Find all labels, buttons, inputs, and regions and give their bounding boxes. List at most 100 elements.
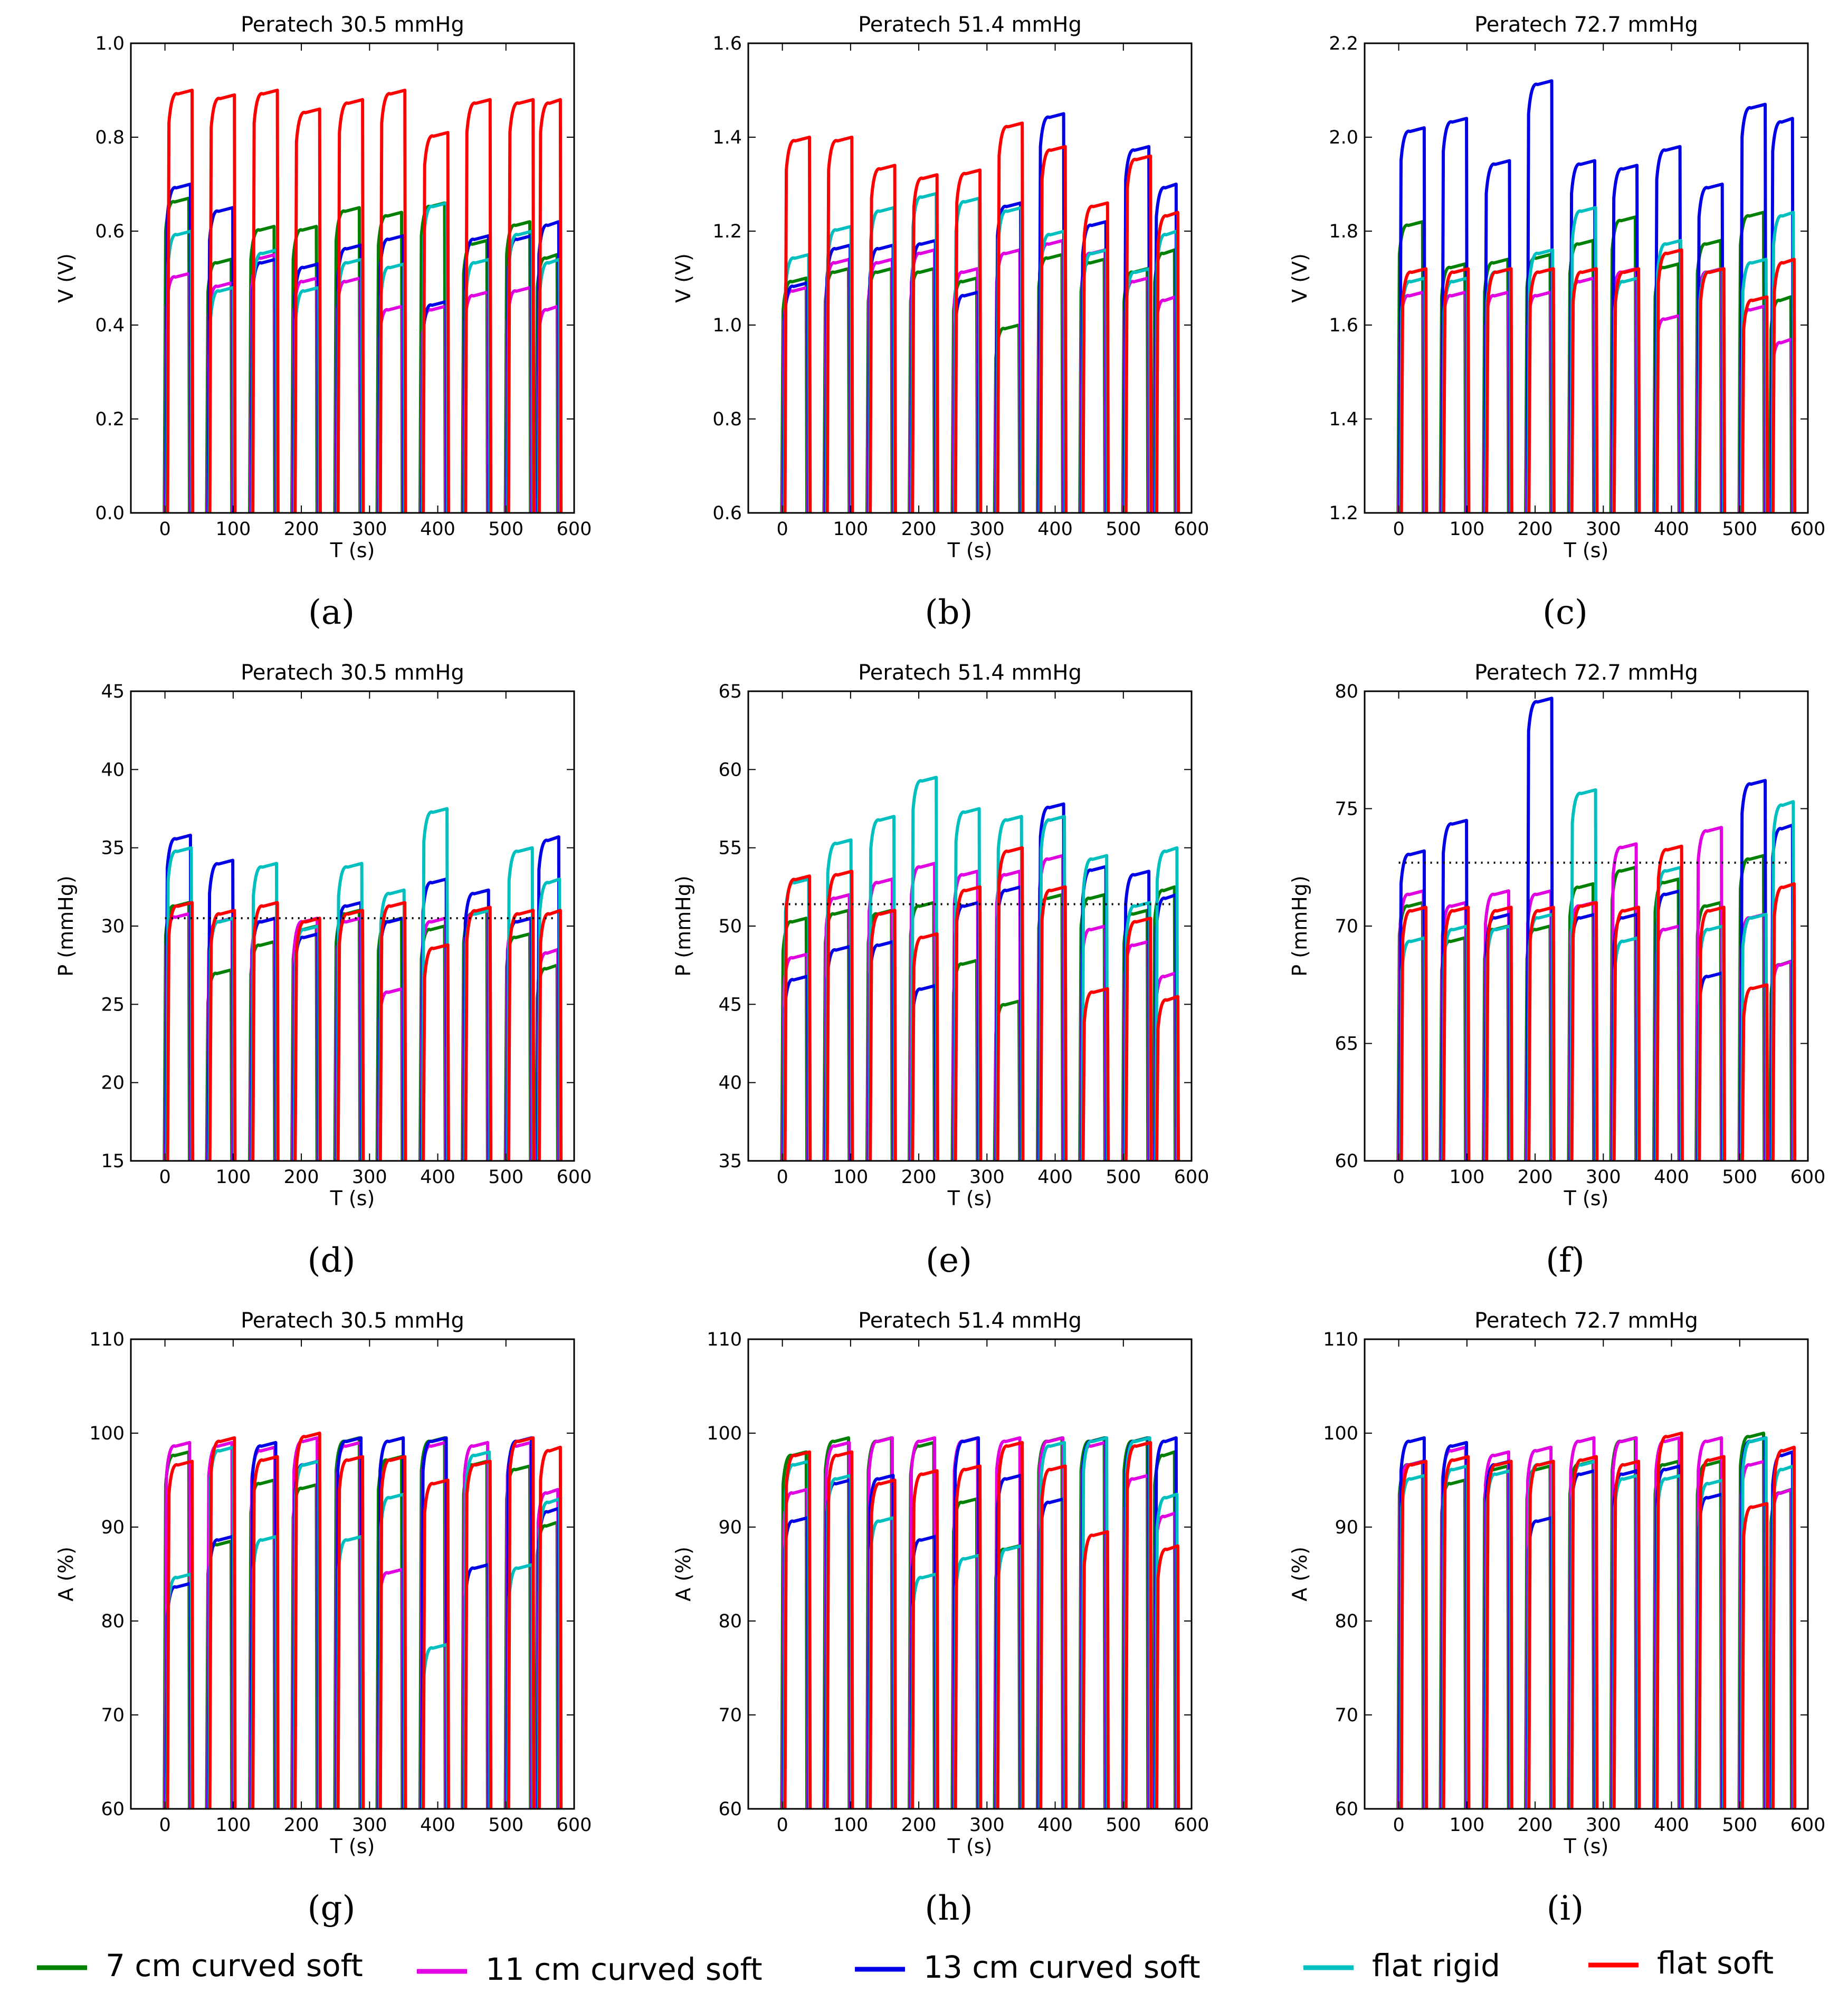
y-tick-label: 110 (707, 1329, 742, 1350)
y-tick-label: 2.2 (1329, 33, 1358, 54)
y-tick-label: 0.6 (712, 503, 742, 524)
x-axis-label: T (s) (1564, 539, 1609, 562)
x-tick-label: 200 (1518, 1167, 1553, 1188)
y-tick-label: 110 (89, 1329, 125, 1350)
y-tick-label: 1.2 (712, 221, 742, 242)
subplot-caption: (c) (1542, 593, 1588, 632)
x-tick-label: 0 (159, 519, 170, 540)
x-tick-label: 100 (833, 1167, 868, 1188)
x-tick-label: 300 (1586, 519, 1621, 540)
y-tick-label: 70 (1335, 1705, 1358, 1726)
subplot-title: Peratech 30.5 mmHg (241, 661, 464, 685)
axes-frame (747, 42, 1193, 514)
subplot-caption: (a) (308, 593, 355, 632)
y-tick-label: 60 (101, 1799, 125, 1820)
x-tick-label: 0 (159, 1167, 170, 1188)
y-axis-label: P (mmHg) (1288, 875, 1311, 976)
y-axis-label: A (%) (1288, 1547, 1311, 1601)
y-axis-label: A (%) (54, 1547, 78, 1601)
x-tick-label: 500 (1106, 519, 1141, 540)
series-line-5 (783, 846, 1180, 1161)
x-tick-label: 400 (1654, 1815, 1689, 1836)
y-tick-label: 60 (718, 759, 742, 780)
y-axis-label: P (mmHg) (672, 875, 695, 976)
y-tick-label: 0.6 (95, 221, 125, 242)
y-tick-label: 90 (718, 1517, 742, 1538)
series-group (1396, 1432, 1797, 1809)
x-tick-label: 300 (352, 1167, 387, 1188)
y-tick-label: 75 (1335, 799, 1358, 820)
x-tick-label: 400 (1654, 1167, 1689, 1188)
x-tick-label: 600 (1790, 1815, 1826, 1836)
x-tick-label: 100 (1449, 1167, 1484, 1188)
x-tick-label: 200 (1518, 1815, 1553, 1836)
y-axis-label: P (mmHg) (54, 875, 78, 976)
x-tick-label: 400 (420, 1167, 455, 1188)
series-group (1396, 697, 1797, 1161)
legend-label: 7 cm curved soft (106, 1948, 363, 1984)
y-axis-label: V (V) (1288, 253, 1311, 303)
y-tick-label: 100 (707, 1423, 742, 1444)
series-line-5 (1399, 844, 1797, 1161)
series-line-5 (166, 901, 563, 1161)
y-tick-label: 80 (101, 1611, 125, 1632)
x-axis-label: T (s) (1564, 1835, 1609, 1858)
subplot-title: Peratech 51.4 mmHg (858, 13, 1082, 37)
y-tick-label: 100 (1323, 1423, 1358, 1444)
subplot-title: Peratech 51.4 mmHg (858, 1309, 1082, 1333)
x-tick-label: 500 (488, 1815, 523, 1836)
x-tick-label: 600 (1174, 1815, 1209, 1836)
subplot-caption: (h) (925, 1889, 973, 1928)
subplot-title: Peratech 72.7 mmHg (1474, 13, 1698, 37)
x-axis-label: T (s) (947, 539, 993, 562)
legend-label: flat soft (1657, 1945, 1774, 1981)
subplot-caption: (g) (308, 1889, 356, 1928)
subplot-title: Peratech 30.5 mmHg (241, 1309, 464, 1333)
x-tick-label: 300 (1586, 1167, 1621, 1188)
x-tick-label: 100 (1449, 1815, 1484, 1836)
x-tick-label: 100 (215, 1815, 251, 1836)
series-group (163, 89, 563, 513)
legend: 7 cm curved soft 11 cm curved soft 13 cm c… (37, 1945, 1774, 1987)
subplot-caption: (d) (308, 1241, 356, 1280)
x-tick-label: 600 (1174, 1167, 1209, 1188)
axes-frame (1364, 42, 1809, 514)
y-tick-label: 25 (101, 994, 125, 1015)
y-axis-label: V (V) (672, 253, 695, 303)
y-tick-label: 70 (1335, 916, 1358, 937)
x-tick-label: 200 (1518, 519, 1553, 540)
series-group (780, 776, 1180, 1161)
y-tick-label: 50 (718, 916, 742, 937)
x-tick-label: 100 (215, 519, 251, 540)
legend-label: 13 cm curved soft (923, 1949, 1201, 1985)
subplot-g: Peratech 30.5 mmHg 0 100 200 300 400 500 600 60 7… (54, 1309, 592, 1928)
y-tick-label: 1.0 (95, 33, 125, 54)
y-tick-label: 1.4 (712, 127, 742, 148)
axes-frame (747, 1338, 1193, 1810)
x-tick-label: 200 (901, 519, 937, 540)
y-tick-label: 1.4 (1329, 409, 1358, 430)
x-tick-label: 400 (420, 519, 455, 540)
x-tick-label: 400 (1037, 519, 1073, 540)
subplot-caption: (b) (925, 593, 973, 632)
legend-item: flat soft (1588, 1945, 1774, 1981)
x-tick-label: 500 (1722, 1167, 1757, 1188)
x-tick-label: 500 (1106, 1815, 1141, 1836)
x-tick-label: 400 (1037, 1815, 1073, 1836)
y-axis-label: V (V) (54, 253, 78, 303)
x-tick-label: 600 (557, 519, 592, 540)
y-tick-label: 100 (89, 1423, 125, 1444)
x-tick-label: 0 (776, 1815, 788, 1836)
y-tick-label: 80 (1335, 1611, 1358, 1632)
axes-frame (1364, 1338, 1809, 1810)
subplot-i: Peratech 72.7 mmHg 0 100 200 300 400 500 600 60 7… (1288, 1309, 1825, 1928)
x-axis-label: T (s) (947, 1187, 993, 1210)
x-axis-label: T (s) (947, 1835, 993, 1858)
series-line-5 (783, 1441, 1180, 1809)
x-axis-label: T (s) (1564, 1187, 1609, 1210)
y-tick-label: 0.4 (95, 315, 125, 336)
y-axis-label: A (%) (672, 1547, 695, 1601)
x-tick-label: 300 (969, 519, 1005, 540)
x-tick-label: 500 (1722, 1815, 1757, 1836)
axes-frame (130, 1338, 575, 1810)
